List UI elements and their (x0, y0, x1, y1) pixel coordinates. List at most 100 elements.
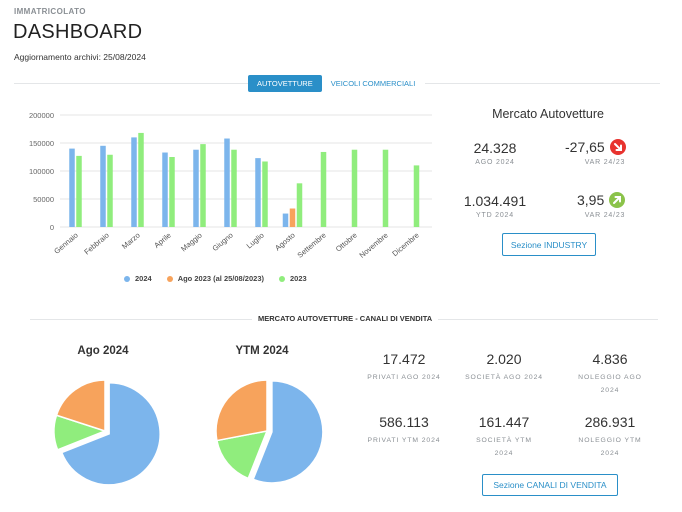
bar-2023-marzo[interactable] (138, 132, 144, 227)
stat-noleggio-ytm: 286.931 NOLEGGIO YTM 2024 (556, 414, 664, 460)
tab-veicoli-commerciali[interactable]: VEICOLI COMMERCIALI (330, 79, 416, 88)
legend-label-ago-2023: Ago 2023 (al 25/08/2023) (177, 274, 264, 283)
month-variation-value: -27,65 (565, 139, 605, 155)
stat-privati-ytm: 586.113 PRIVATI YTM 2024 (350, 414, 458, 447)
month-registrations-label: AGO 2024 (475, 159, 515, 166)
bar-2023-aprile[interactable] (169, 157, 175, 227)
month-variation-label: VAR 24/23 (584, 159, 626, 166)
stat-value: 4.836 (592, 351, 628, 367)
ytd-variation: 3,95 (577, 192, 626, 208)
industry-section-button[interactable]: Sezione INDUSTRY (502, 233, 596, 256)
x-tick-label: Febbraio (82, 231, 110, 257)
tab-autovetture[interactable]: AUTOVETTURE (248, 75, 322, 92)
stat-label: SOCIETÀ AGO 2024 (465, 374, 543, 381)
legend-dot-2024 (124, 275, 130, 282)
stat-label-line2: 2024 (600, 387, 620, 394)
ytd-registrations-value: 1.034.491 (463, 193, 527, 209)
legend-dot-2023 (279, 275, 285, 282)
bar-2023-gennaio[interactable] (76, 155, 82, 227)
channels-section-title: MERCATO AUTOVETTURE - CANALI DI VENDITA (252, 314, 439, 323)
ytd-registrations-label: YTD 2024 (476, 212, 514, 219)
bar-2023-luglio[interactable] (262, 161, 268, 227)
x-tick-label: Aprile (152, 231, 172, 250)
stat-privati-ago: 17.472 PRIVATI AGO 2024 (350, 351, 458, 384)
x-tick-label: Marzo (120, 231, 142, 251)
bar-2024-luglio[interactable] (255, 158, 261, 227)
chart-legend: 2024 Ago 2023 (al 25/08/2023) 2023 (124, 274, 307, 283)
stat-value: 2.020 (486, 351, 522, 367)
legend-label-2024: 2024 (135, 274, 152, 283)
pie-slice[interactable] (252, 380, 324, 484)
stat-label: SOCIETÀ YTM (476, 437, 532, 444)
bar-2023-ottobre[interactable] (351, 149, 358, 227)
bar-2023-maggio[interactable] (200, 144, 206, 227)
market-panel-title: Mercato Autovetture (492, 107, 604, 121)
x-tick-label: Dicembre (390, 231, 420, 259)
stat-value: 286.931 (584, 414, 636, 430)
stat-societa-ago: 2.020 SOCIETÀ AGO 2024 (450, 351, 558, 384)
pie-slice[interactable] (216, 430, 269, 480)
page-title: DASHBOARD (13, 21, 143, 43)
pie-slice[interactable] (60, 382, 161, 486)
x-tick-label: Gennaio (52, 231, 80, 256)
bar-2024-maggio[interactable] (193, 149, 199, 227)
tabs-divider-left (14, 83, 248, 84)
bar-2024-gennaio[interactable] (69, 148, 75, 227)
monthly-registrations-chart: 0 50000 100000 150000 200000 Gennaio Febbraio M… (29, 111, 432, 260)
x-tick-label: Novembre (357, 231, 389, 260)
stat-label: PRIVATI YTM 2024 (367, 437, 441, 444)
legend-dot-ago-2023 (166, 275, 173, 282)
stat-societa-ytm: 161.447 SOCIETÀ YTM 2024 (450, 414, 558, 460)
x-tick-label: Luglio (245, 231, 266, 251)
bar-2024-aprile[interactable] (162, 152, 168, 227)
pie-slice[interactable] (215, 379, 268, 442)
y-tick-label: 200000 (29, 111, 54, 120)
pie-chart-ytm-2024 (215, 379, 324, 484)
stat-label: NOLEGGIO YTM (578, 437, 642, 444)
stat-label-line2: 2024 (600, 450, 620, 457)
pie-chart-ago-2024 (53, 379, 161, 486)
legend-item-2024[interactable]: 2024 (124, 274, 152, 283)
arrow-down-right-icon (609, 139, 626, 155)
x-tick-label: Agosto (273, 231, 297, 253)
arrow-up-right-icon (609, 192, 626, 208)
month-variation: -27,65 (565, 139, 626, 155)
bar-ago-agosto[interactable] (289, 208, 296, 227)
legend-label-2023: 2023 (290, 274, 307, 283)
bar-2023-giugno[interactable] (231, 149, 237, 227)
stat-noleggio-ago: 4.836 NOLEGGIO AGO 2024 (556, 351, 664, 397)
tabs-divider-right (425, 83, 660, 84)
bar-2024-marzo[interactable] (131, 137, 137, 227)
y-tick-label: 0 (50, 223, 54, 232)
stat-value: 161.447 (478, 414, 530, 430)
bar-2024-febbraio[interactable] (100, 145, 106, 227)
stat-label: NOLEGGIO AGO (578, 374, 642, 381)
legend-item-2023[interactable]: 2023 (279, 274, 307, 283)
bar-2024-giugno[interactable] (224, 138, 230, 227)
legend-item-ago-2023[interactable]: Ago 2023 (al 25/08/2023) (166, 274, 264, 283)
bar-2023-agosto[interactable] (296, 183, 303, 227)
vehicle-tabs: AUTOVETTURE VEICOLI COMMERCIALI (248, 75, 424, 92)
pie-title-ytm-2024: YTM 2024 (235, 345, 289, 357)
page-kicker: IMMATRICOLATO (14, 7, 86, 16)
x-tick-label: Maggio (179, 231, 204, 254)
ytd-variation-value: 3,95 (577, 192, 605, 208)
ytd-variation-label: VAR 24/23 (584, 212, 626, 219)
stat-value: 586.113 (379, 414, 429, 430)
stat-label-line2: 2024 (494, 450, 514, 457)
stat-label: PRIVATI AGO 2024 (367, 374, 441, 381)
bar-2024-agosto[interactable] (282, 213, 289, 227)
bar-2023-dicembre[interactable] (413, 165, 420, 227)
y-tick-label: 150000 (29, 139, 54, 148)
bar-2023-settembre[interactable] (320, 151, 327, 227)
bar-2023-novembre[interactable] (382, 149, 389, 227)
y-tick-label: 50000 (33, 195, 54, 204)
archive-update-text: Aggiornamento archivi: 25/08/2024 (14, 52, 146, 62)
bar-2023-febbraio[interactable] (107, 154, 113, 227)
pie-slice[interactable] (55, 379, 106, 433)
sales-channels-section-button[interactable]: Sezione CANALI DI VENDITA (482, 474, 618, 496)
x-tick-label: Ottobre (334, 231, 359, 254)
pie-title-ago-2024: Ago 2024 (77, 345, 129, 357)
x-tick-label: Settembre (295, 231, 327, 260)
y-tick-label: 100000 (29, 167, 54, 176)
